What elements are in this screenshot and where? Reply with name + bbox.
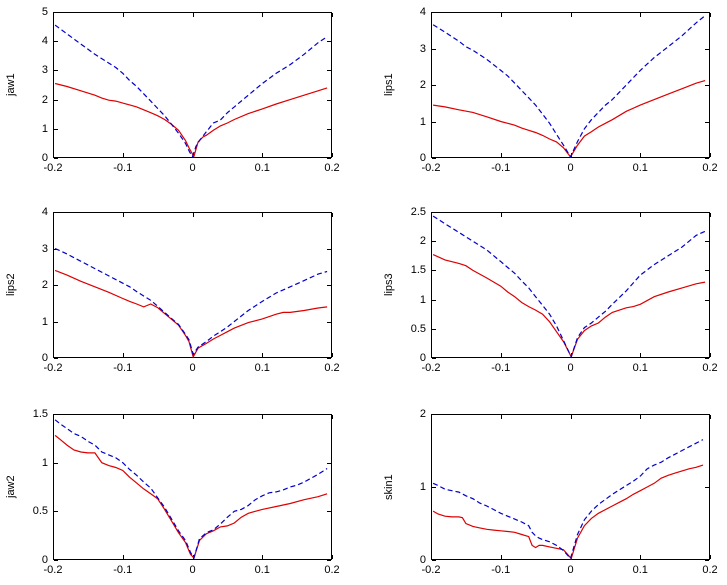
axes-box bbox=[431, 212, 710, 358]
y-tick-label: 2 bbox=[41, 93, 48, 106]
axes-box bbox=[53, 212, 332, 358]
y-tick-label: 1 bbox=[419, 481, 426, 493]
y-tick-label: 2 bbox=[41, 279, 48, 291]
x-tick-label: -0.1 bbox=[491, 564, 511, 576]
y-tick-label: 0 bbox=[41, 352, 48, 364]
x-tick-label: 0.2 bbox=[324, 564, 340, 576]
y-axis-label-skin1: skin1 bbox=[383, 474, 395, 500]
x-tick-label: -0.1 bbox=[491, 362, 511, 374]
plot-area-jaw1 bbox=[53, 12, 333, 159]
y-axis-label-lips1: lips1 bbox=[383, 73, 395, 97]
y-tick-label: 3 bbox=[41, 64, 48, 77]
subplot-skin1: skin1 -0.2 -0.1 0 0.1 0.2 0 1 2 bbox=[383, 408, 718, 576]
x-tick-label: -0.1 bbox=[113, 162, 133, 174]
axes-box bbox=[431, 12, 710, 158]
y-axis-label-lips3: lips3 bbox=[383, 273, 395, 297]
y-tick-label: 2 bbox=[419, 408, 426, 420]
y-tick-label: 2 bbox=[419, 235, 426, 248]
x-tick-label: 0.2 bbox=[702, 362, 718, 374]
x-tick-label: 0 bbox=[189, 162, 196, 174]
series-blue-dashed bbox=[54, 247, 328, 356]
x-tick-label: 0 bbox=[567, 362, 574, 374]
x-tick-label: 0.1 bbox=[632, 362, 648, 374]
x-tick-label: -0.2 bbox=[421, 564, 441, 576]
x-tick-label: -0.2 bbox=[421, 162, 441, 174]
y-tick-label: 0 bbox=[419, 352, 426, 364]
x-tick-label: 0.1 bbox=[632, 564, 648, 576]
y-tick-label: 5 bbox=[41, 6, 48, 18]
y-axis-label-lips2: lips2 bbox=[5, 273, 17, 297]
series-red-solid bbox=[432, 464, 704, 560]
y-tick-label: 1 bbox=[419, 115, 426, 128]
x-tick-label: 0.2 bbox=[324, 362, 340, 374]
y-tick-label: 1 bbox=[419, 293, 426, 306]
x-tick-label: -0.2 bbox=[421, 362, 441, 374]
y-tick-label: 2.5 bbox=[410, 206, 426, 218]
y-tick-label: 3 bbox=[419, 42, 426, 55]
y-tick-label: 1 bbox=[41, 315, 48, 328]
y-tick-label: 1.5 bbox=[410, 264, 426, 277]
subplot-lips1: lips1 -0.2 -0.1 0 0.1 0.2 0 1 2 3 4 bbox=[383, 6, 718, 174]
series-red-solid bbox=[432, 254, 706, 359]
y-tick-label: 1 bbox=[41, 122, 48, 135]
x-tick-label: -0.2 bbox=[43, 564, 63, 576]
series-blue-dashed bbox=[432, 215, 706, 359]
y-tick-label: 2 bbox=[419, 79, 426, 91]
x-tick-label: -0.1 bbox=[113, 362, 133, 374]
y-tick-label: 3 bbox=[41, 242, 48, 255]
y-tick-label: 4 bbox=[419, 6, 426, 18]
x-tick-label: 0.2 bbox=[702, 564, 718, 576]
subplot-jaw1: jaw1 -0.2 -0.1 0 0.1 0.2 0 1 2 3 4 5 bbox=[5, 6, 340, 174]
x-tick-label: 0.2 bbox=[324, 162, 340, 174]
x-tick-label: 0.2 bbox=[702, 162, 718, 174]
y-axis-label-jaw1: jaw1 bbox=[5, 73, 17, 97]
subplot-lips2: lips2 -0.2 -0.1 0 0.1 0.2 0 1 2 3 4 bbox=[5, 206, 340, 374]
series-blue-dashed bbox=[432, 15, 706, 159]
axes-box bbox=[53, 414, 332, 560]
series-red-solid bbox=[54, 82, 328, 159]
y-tick-label: 0.5 bbox=[410, 322, 426, 335]
axes-box bbox=[431, 414, 710, 560]
y-tick-label: 0 bbox=[41, 554, 48, 566]
plot-area-jaw2 bbox=[53, 414, 333, 561]
y-tick-label: 0 bbox=[41, 152, 48, 164]
y-tick-label: 0 bbox=[419, 152, 426, 164]
x-tick-label: 0 bbox=[189, 564, 196, 576]
y-tick-label: 1 bbox=[41, 456, 48, 469]
subplot-jaw2: jaw2 -0.2 -0.1 0 0.1 0.2 0 0.5 1 1.5 bbox=[5, 408, 340, 576]
x-tick-label: 0.1 bbox=[254, 162, 270, 174]
series-blue-dashed bbox=[432, 439, 704, 560]
y-tick-label: 0.5 bbox=[32, 505, 48, 518]
x-tick-label: 0.1 bbox=[254, 564, 270, 576]
axes-box bbox=[53, 12, 332, 158]
plot-area-lips3 bbox=[431, 212, 711, 359]
x-tick-label: 0 bbox=[567, 162, 574, 174]
subplot-lips3: lips3 -0.2 -0.1 0 0.1 0.2 0 0.5 1 1.5 2 2.5 bbox=[383, 206, 718, 374]
x-tick-label: -0.1 bbox=[491, 162, 511, 174]
y-axis-label-jaw2: jaw2 bbox=[5, 475, 17, 499]
x-tick-label: -0.1 bbox=[113, 564, 133, 576]
y-tick-label: 4 bbox=[41, 35, 48, 48]
x-tick-label: -0.2 bbox=[43, 162, 63, 174]
x-tick-label: 0 bbox=[189, 362, 196, 374]
plot-area-skin1 bbox=[431, 414, 711, 561]
x-tick-label: -0.2 bbox=[43, 362, 63, 374]
series-blue-dashed bbox=[54, 419, 328, 560]
y-tick-label: 0 bbox=[419, 554, 426, 566]
plot-area-lips2 bbox=[53, 212, 333, 359]
y-tick-label: 1.5 bbox=[32, 408, 48, 420]
series-red-solid bbox=[433, 80, 706, 158]
x-tick-label: 0 bbox=[567, 564, 574, 576]
plot-area-lips1 bbox=[431, 12, 711, 159]
series-blue-dashed bbox=[54, 24, 328, 158]
series-red-solid bbox=[54, 269, 328, 359]
y-tick-label: 4 bbox=[41, 206, 48, 218]
x-tick-label: 0.1 bbox=[254, 362, 270, 374]
series-red-solid bbox=[54, 434, 328, 560]
x-tick-label: 0.1 bbox=[632, 162, 648, 174]
